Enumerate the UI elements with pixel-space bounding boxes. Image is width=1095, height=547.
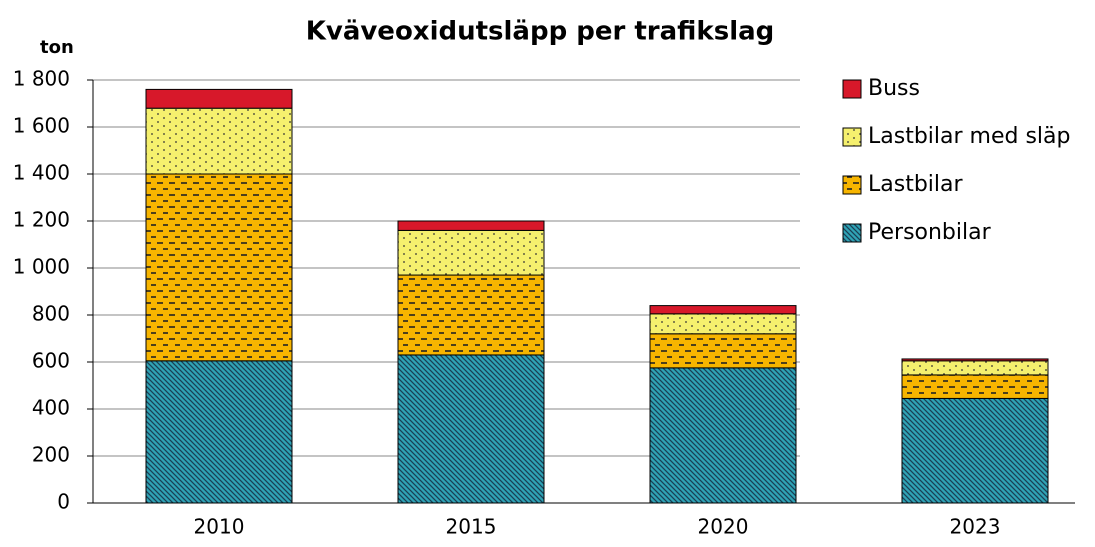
y-axis-label: ton <box>40 37 74 58</box>
legend-swatch <box>842 175 862 195</box>
bar-segment <box>649 313 797 335</box>
bar-segment <box>145 360 293 504</box>
bar-segment <box>901 360 1049 376</box>
legend-swatch <box>842 79 862 99</box>
legend-swatch <box>842 223 862 243</box>
y-tick-label: 200 <box>32 443 70 467</box>
legend-label: Personbilar <box>868 220 992 245</box>
bar-segment <box>145 107 293 175</box>
bar-segment <box>397 274 545 356</box>
bar-segment <box>145 173 293 362</box>
y-tick-label: 400 <box>32 396 70 420</box>
y-tick-label: 1 800 <box>13 67 70 91</box>
x-tick-label: 2020 <box>698 515 749 539</box>
y-tick-label: 1 400 <box>13 161 70 185</box>
y-tick-label: 0 <box>57 490 70 514</box>
legend-label: Buss <box>868 76 920 101</box>
bar-segment <box>397 354 545 504</box>
bar-segment <box>901 358 1049 362</box>
y-tick-label: 1 600 <box>13 114 70 138</box>
bar-segment <box>901 397 1049 504</box>
y-tick-label: 800 <box>32 302 70 326</box>
y-tick-label: 1 000 <box>13 255 70 279</box>
y-tick-label: 1 200 <box>13 208 70 232</box>
bar-segment <box>901 374 1049 399</box>
bar-segment <box>649 367 797 504</box>
legend-label: Lastbilar <box>868 172 963 197</box>
bar-segment <box>397 220 545 231</box>
y-tick-label: 600 <box>32 349 70 373</box>
chart-title: Kväveoxidutsläpp per trafikslag <box>306 17 775 47</box>
bar-segment <box>397 229 545 276</box>
legend-swatch <box>842 127 862 147</box>
x-tick-label: 2015 <box>446 515 497 539</box>
legend-label: Lastbilar med släp <box>868 124 1070 149</box>
bar-segment <box>145 88 293 109</box>
bar-segment <box>649 333 797 369</box>
bar-segment <box>649 305 797 315</box>
x-tick-label: 2023 <box>950 515 1001 539</box>
x-tick-label: 2010 <box>194 515 245 539</box>
